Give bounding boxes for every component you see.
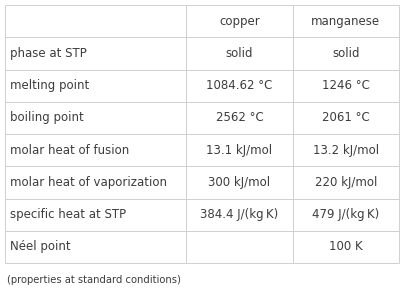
Text: 300 kJ/mol: 300 kJ/mol — [208, 176, 271, 189]
Text: phase at STP: phase at STP — [10, 47, 86, 60]
Text: boiling point: boiling point — [10, 111, 84, 124]
Text: 1084.62 °C: 1084.62 °C — [206, 79, 273, 92]
Text: 13.1 kJ/mol: 13.1 kJ/mol — [206, 144, 272, 157]
Text: 1246 °C: 1246 °C — [322, 79, 370, 92]
Text: 100 K: 100 K — [329, 240, 363, 253]
Text: melting point: melting point — [10, 79, 89, 92]
Text: solid: solid — [332, 47, 360, 60]
Text: 479 J/(kg K): 479 J/(kg K) — [312, 208, 379, 221]
Text: 220 kJ/mol: 220 kJ/mol — [315, 176, 377, 189]
Text: molar heat of fusion: molar heat of fusion — [10, 144, 129, 157]
Text: manganese: manganese — [311, 15, 381, 28]
Text: (properties at standard conditions): (properties at standard conditions) — [7, 275, 181, 285]
Text: solid: solid — [226, 47, 253, 60]
Text: copper: copper — [219, 15, 260, 28]
Text: molar heat of vaporization: molar heat of vaporization — [10, 176, 167, 189]
Text: 2562 °C: 2562 °C — [216, 111, 263, 124]
Text: 13.2 kJ/mol: 13.2 kJ/mol — [313, 144, 379, 157]
Text: specific heat at STP: specific heat at STP — [10, 208, 126, 221]
Text: 384.4 J/(kg K): 384.4 J/(kg K) — [200, 208, 278, 221]
Text: Néel point: Néel point — [10, 240, 70, 253]
Text: 2061 °C: 2061 °C — [322, 111, 370, 124]
